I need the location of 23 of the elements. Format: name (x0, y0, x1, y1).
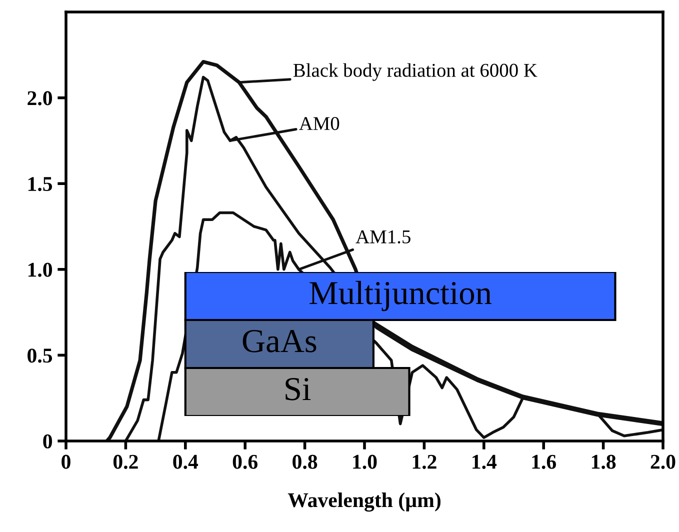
y-tick-label: 1.0 (28, 262, 52, 277)
x-tick-label: 0.4 (173, 454, 198, 469)
x-tick-label: 1.2 (412, 454, 436, 469)
x-tick-label: 1.4 (472, 454, 497, 469)
category-label: Multijunction (310, 280, 492, 312)
category-label: Si (286, 378, 311, 400)
x-tick-label: 0.6 (232, 454, 258, 469)
y-tick-label: 1.5 (28, 177, 52, 192)
x-tick-label: 2.0 (650, 454, 676, 469)
x-tick-label: 0.2 (113, 454, 138, 469)
annotation: AM1.5 (356, 230, 410, 244)
x-tick-label: 1.8 (592, 454, 616, 469)
annotation: Black body radiation at 6000 K (293, 63, 538, 81)
y-tick-label: 0 (43, 434, 52, 448)
x-tick-label: 1.0 (353, 454, 377, 469)
y-tick-label: 0.5 (28, 348, 52, 363)
category-label: GaAs (242, 330, 316, 352)
x-tick-label: 0.8 (292, 454, 318, 469)
annotation: AM0 (299, 117, 340, 130)
y-tick-label: 2.0 (28, 91, 52, 106)
x-tick-label: 1.6 (532, 454, 556, 469)
x-tick-label: 0 (62, 454, 70, 469)
x-axis-title: Wavelength (µm) (288, 492, 440, 512)
